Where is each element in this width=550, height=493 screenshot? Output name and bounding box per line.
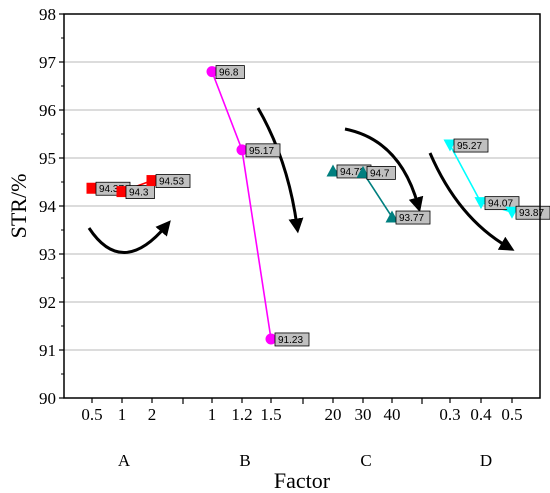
data-label-text: 94.07 <box>488 199 513 210</box>
y-tick-label: 93 <box>39 245 56 264</box>
x-tick-label: 0.3 <box>439 405 460 424</box>
y-tick-label: 94 <box>39 197 57 216</box>
data-point <box>443 139 457 152</box>
y-tick-label: 90 <box>39 389 56 408</box>
data-label-box <box>215 65 245 79</box>
x-tick-label: 1.5 <box>260 405 281 424</box>
data-label: 94.3 <box>125 185 155 200</box>
data-label-text: 94.53 <box>159 177 184 188</box>
group-label: D <box>480 451 492 470</box>
data-label-text: 93.87 <box>519 208 544 219</box>
series-A: 94.37 94.3 94.53 <box>86 174 191 200</box>
series-C: 94.73 94.7 93.77 <box>326 164 431 225</box>
x-tick-label: 0.4 <box>470 405 492 424</box>
trend-arrows <box>87 107 515 254</box>
trend-arrow <box>256 107 304 234</box>
data-point <box>385 210 399 223</box>
trend-arrow <box>87 220 171 254</box>
x-axis-title: Factor <box>274 468 331 493</box>
data-label-text: 94.3 <box>129 188 149 199</box>
series-D: 95.27 94.07 93.87 <box>443 138 550 220</box>
y-axis: 90 91 92 93 94 95 96 97 98 <box>39 5 64 408</box>
y-tick-label: 91 <box>39 341 56 360</box>
data-label-text: 96.8 <box>219 68 239 79</box>
x-tick-label: 1.2 <box>231 405 252 424</box>
y-tick-label: 97 <box>39 53 57 72</box>
group-label: B <box>239 451 250 470</box>
data-label-box <box>366 165 396 180</box>
x-tick-label: 1 <box>208 405 217 424</box>
y-tick-label: 96 <box>39 101 56 120</box>
series-layer: 94.37 94.3 94.53 96.8 95.17 91.23 94.73 94.7 93.… <box>86 65 550 347</box>
grid-lines <box>64 61 540 351</box>
data-label-text: 94.7 <box>370 168 390 179</box>
data-label-box <box>245 143 281 158</box>
data-label: 93.77 <box>395 210 431 225</box>
y-axis-title: STR/% <box>6 174 31 239</box>
x-tick-label: 30 <box>355 405 372 424</box>
data-label-box <box>453 138 489 153</box>
series-B: 96.8 95.17 91.23 <box>206 65 310 347</box>
data-point <box>356 165 370 178</box>
data-point <box>146 175 158 187</box>
x-tick-label: 0.5 <box>81 405 102 424</box>
trend-arrow <box>344 127 424 213</box>
data-label-box <box>274 332 310 347</box>
x-tick-label: 2 <box>148 405 157 424</box>
data-point <box>86 182 98 194</box>
data-label-text: 94.73 <box>340 167 365 178</box>
data-label-text: 93.77 <box>399 213 424 224</box>
data-point <box>265 333 277 345</box>
data-label: 94.07 <box>484 196 520 211</box>
trend-arrow <box>428 152 515 251</box>
data-label-text: 95.27 <box>457 141 482 152</box>
data-label-box <box>515 205 550 220</box>
data-label-text: 95.17 <box>249 146 274 157</box>
data-label: 94.7 <box>366 165 396 180</box>
data-label-text: 91.23 <box>278 335 303 346</box>
data-point <box>116 186 128 198</box>
data-label-box <box>484 196 520 211</box>
data-label: 91.23 <box>274 332 310 347</box>
y-tick-label: 92 <box>39 293 56 312</box>
data-point <box>474 197 488 210</box>
data-point <box>505 206 519 219</box>
data-label: 96.8 <box>215 65 245 79</box>
data-label: 95.27 <box>453 138 489 153</box>
x-tick-label: 1 <box>118 405 127 424</box>
data-point <box>206 66 218 78</box>
data-label-box <box>155 174 191 188</box>
data-label-text: 94.37 <box>99 184 124 195</box>
x-tick-label: 40 <box>384 405 401 424</box>
data-point <box>326 164 340 177</box>
x-axis: 0.5 1 2 A 1 1.2 1.5 B 20 30 40 C 0.3 0.4 0.5 D <box>81 398 523 470</box>
data-label: 93.87 <box>515 205 550 220</box>
group-label: A <box>118 451 131 470</box>
data-label-box <box>125 185 155 200</box>
group-label: C <box>360 451 371 470</box>
y-tick-label: 98 <box>39 5 56 24</box>
data-label-box <box>395 210 431 225</box>
x-tick-label: 0.5 <box>501 405 522 424</box>
series-line <box>211 71 272 340</box>
data-point <box>236 144 248 156</box>
x-tick-label: 20 <box>325 405 342 424</box>
y-tick-label: 95 <box>39 149 56 168</box>
data-label: 95.17 <box>245 143 281 158</box>
data-label: 94.53 <box>155 174 191 188</box>
